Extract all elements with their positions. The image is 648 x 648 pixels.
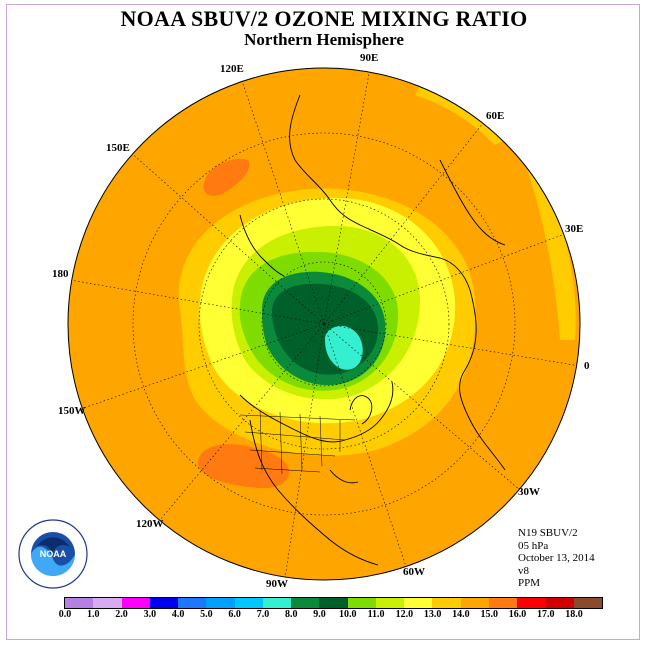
colorbar-tick-label: 10.0 <box>339 609 357 620</box>
colorbar-segment <box>93 598 122 608</box>
colorbar-tick-label: 17.0 <box>537 609 555 620</box>
colorbar-tick-label: 11.0 <box>367 609 385 620</box>
colorbar-segment <box>65 598 94 608</box>
lon-label-150w: 150W <box>58 405 86 417</box>
lon-label-120e: 120E <box>220 63 244 75</box>
colorbar-segment <box>121 598 150 608</box>
colorbar-segment <box>178 598 207 608</box>
lon-label-60e: 60E <box>486 110 505 122</box>
colorbar-segment <box>234 598 263 608</box>
colorbar-tick-label: 0.0 <box>58 609 72 620</box>
meta-units: PPM <box>518 577 541 589</box>
product-metadata: N19 SBUV/2 05 hPa October 13, 2014 v8 PP… <box>518 527 595 590</box>
colorbar-tick-label: 4.0 <box>171 609 185 620</box>
colorbar-segment <box>545 598 574 608</box>
lon-label-150e: 150E <box>106 142 130 154</box>
colorbar-segment <box>319 598 348 608</box>
colorbar-tick-label: 9.0 <box>313 609 326 620</box>
colorbar-tick-label: 12.0 <box>395 609 414 620</box>
colorbar-tick-label: 1.0 <box>87 609 100 620</box>
colorbar-tick-label: 15.0 <box>480 609 498 620</box>
lon-label-180: 180 <box>52 268 69 280</box>
us-state-boundaries <box>239 409 356 475</box>
colorbar-tick-label: 16.0 <box>508 609 527 620</box>
graticule <box>69 68 580 579</box>
colorbar-tick-label: 18.0 <box>565 609 583 620</box>
globe-outline <box>67 67 581 581</box>
colorbar-tick-label: 6.0 <box>228 609 241 620</box>
meta-instrument: N19 SBUV/2 <box>518 527 578 539</box>
colorbar-segment <box>488 598 518 608</box>
lon-label-90w: 90W <box>266 578 288 590</box>
colorbar-segment <box>404 598 433 608</box>
colorbar-segment <box>149 598 179 608</box>
meta-version: v8 <box>518 564 529 577</box>
ozone-band-east <box>520 140 576 340</box>
noaa-logo-text: NOAA <box>40 549 67 559</box>
colorbar-segment <box>262 598 292 608</box>
colorbar-segment <box>375 598 405 608</box>
colorbar-tick-label: 14.0 <box>452 609 470 620</box>
colorbar-tick-label: 2.0 <box>115 609 128 620</box>
ozone-max-patch-northwest <box>203 158 250 196</box>
colorbar-tick-label: 3.0 <box>143 609 157 620</box>
colorbar-segment <box>347 598 376 608</box>
meta-pressure: 05 hPa <box>518 539 549 552</box>
colorbar-segment <box>573 598 603 608</box>
lon-label-90e: 90E <box>360 52 379 64</box>
figure-subtitle: Northern Hemisphere <box>244 30 404 49</box>
meta-date: October 13, 2014 <box>518 552 595 564</box>
lon-label-30w: 30W <box>518 486 540 498</box>
colorbar-tick-label: 5.0 <box>200 609 213 620</box>
noaa-logo: NOAA <box>18 519 88 589</box>
colorbar-segment <box>206 598 235 608</box>
figure-title: NOAA SBUV/2 OZONE MIXING RATIO <box>120 6 528 31</box>
lon-label-60w: 60W <box>403 566 425 578</box>
ozone-max-patch-west <box>197 444 290 489</box>
colorbar-segment <box>517 598 546 608</box>
figure-border <box>6 4 640 640</box>
lon-label-0: 0 <box>584 360 590 372</box>
lon-label-30e: 30E <box>565 223 584 235</box>
colorbar-tick-label: 13.0 <box>423 609 442 620</box>
lon-label-120w: 120W <box>136 518 164 530</box>
coastlines <box>239 94 506 566</box>
ozone-contour-7ppm <box>324 325 363 370</box>
colorbar <box>64 597 604 609</box>
colorbar-segment <box>432 598 461 608</box>
colorbar-tick-label: 7.0 <box>256 609 270 620</box>
colorbar-segment <box>291 598 320 608</box>
colorbar-segment <box>460 598 489 608</box>
colorbar-tick-label: 8.0 <box>284 609 298 620</box>
ozone-band-north <box>415 85 505 145</box>
